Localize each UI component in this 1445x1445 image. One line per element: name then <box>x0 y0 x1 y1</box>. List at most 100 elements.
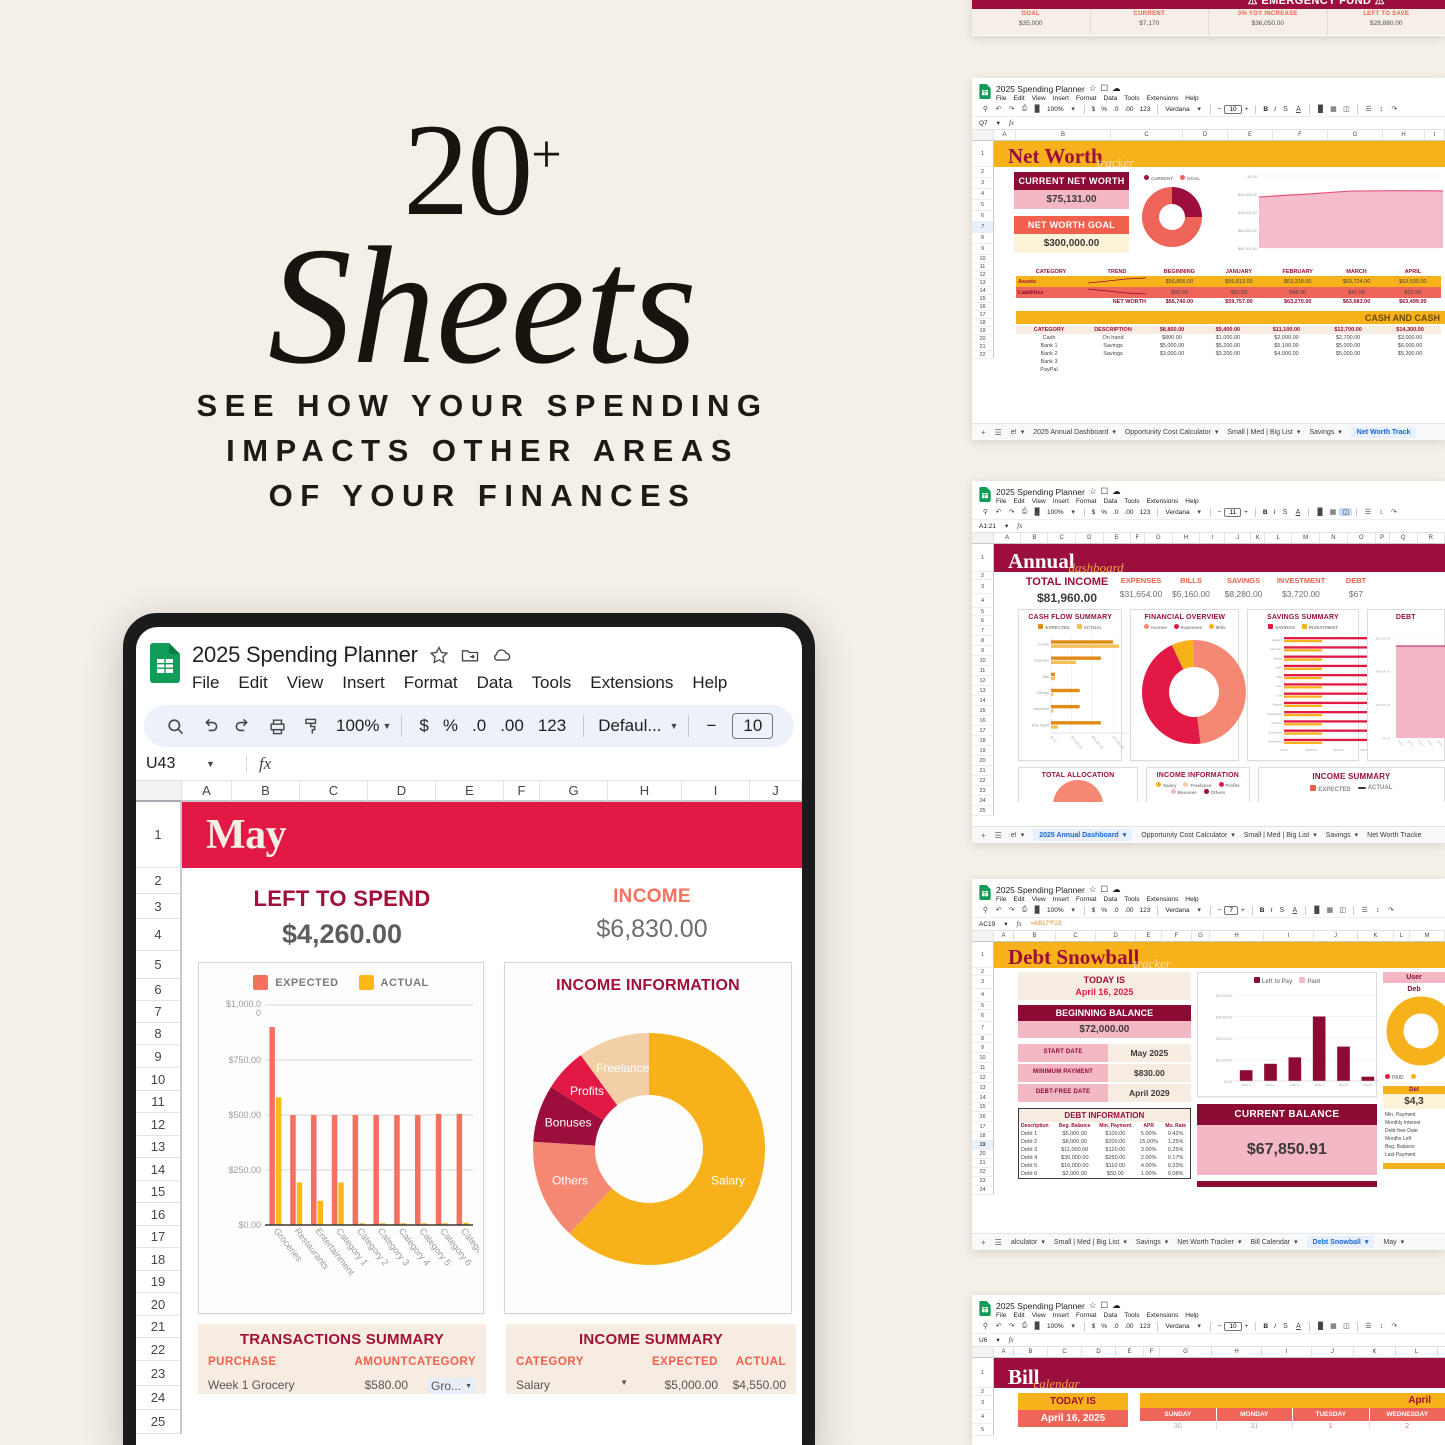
decrease-decimal-button[interactable]: .0 <box>1113 105 1119 113</box>
decrease-decimal-button[interactable]: .0 <box>1113 906 1119 914</box>
chevron-down-icon[interactable]: ▾ <box>1122 832 1127 839</box>
menu-data[interactable]: Data <box>1103 1312 1118 1319</box>
add-sheet-icon[interactable]: + <box>981 1237 986 1247</box>
name-box[interactable]: A1:21 <box>979 522 996 530</box>
row-header-9[interactable]: 9 <box>972 244 994 255</box>
row-header-8[interactable]: 8 <box>972 233 994 244</box>
column-header-a[interactable]: A <box>994 931 1014 942</box>
sheet-tab-0[interactable]: e! ▾ <box>1011 428 1024 437</box>
chevron-down-icon[interactable]: ▾ <box>1071 907 1075 914</box>
row-header-11[interactable]: 11 <box>972 1063 994 1073</box>
column-header-e[interactable]: E <box>1116 1347 1144 1358</box>
row-header-10[interactable]: 10 <box>972 255 994 263</box>
select-all-corner[interactable] <box>972 533 994 544</box>
decrease-decimal-button[interactable]: .0 <box>1113 1322 1119 1330</box>
row-header-16[interactable]: 16 <box>972 716 994 726</box>
row-header-21[interactable]: 21 <box>972 343 994 351</box>
column-header-c[interactable]: C <box>1048 533 1077 544</box>
percent-format-button[interactable]: % <box>1101 508 1108 516</box>
row-header-12[interactable]: 12 <box>972 1073 994 1083</box>
row-header-7[interactable]: 7 <box>972 222 994 233</box>
text-color-icon[interactable]: A <box>1292 906 1298 914</box>
undo-icon[interactable]: ↶ <box>995 509 1002 516</box>
row-header-22[interactable]: 22 <box>972 351 994 359</box>
row-header-4[interactable]: 4 <box>136 919 182 951</box>
row-header-19[interactable]: 19 <box>972 1141 994 1150</box>
font-size-input[interactable]: 11 <box>1224 507 1242 517</box>
menu-edit[interactable]: Edit <box>1013 498 1025 505</box>
chevron-down-icon[interactable]: ▼ <box>465 1382 472 1390</box>
row-header-3[interactable]: 3 <box>972 580 994 594</box>
decrease-decimal-button[interactable]: .0 <box>1113 508 1119 516</box>
name-box-chevron-down-icon[interactable]: ▾ <box>1005 523 1009 530</box>
row-header-2[interactable]: 2 <box>972 1388 994 1396</box>
increase-decimal-button[interactable]: .00 <box>1124 1322 1134 1330</box>
font-size-input[interactable]: 7 <box>1224 905 1238 915</box>
document-title[interactable]: 2025 Spending Planner <box>996 83 1085 94</box>
fill-color-icon[interactable]: █ <box>1317 105 1323 113</box>
zoom-level[interactable]: 100% <box>1047 1322 1064 1330</box>
cloud-saved-icon[interactable]: ☁ <box>1112 884 1121 894</box>
chevron-down-icon[interactable]: ▾ <box>1071 106 1075 113</box>
merge-cells-icon[interactable]: ◫ <box>1343 1323 1350 1330</box>
select-all-corner[interactable] <box>972 931 994 942</box>
cloud-saved-icon[interactable] <box>491 645 513 665</box>
row-header-15[interactable]: 15 <box>972 706 994 716</box>
row-header-1[interactable]: 1 <box>972 544 994 572</box>
card-income-summary[interactable]: INCOME SUMMARY EXPECTED ACTUAL <box>1257 767 1445 802</box>
row-header-6[interactable]: 6 <box>972 616 994 626</box>
column-header-e[interactable]: E <box>1136 931 1162 942</box>
print-icon[interactable]: ⎙ <box>1021 105 1028 112</box>
column-header-i[interactable]: I <box>1200 533 1226 544</box>
column-header-f[interactable]: F <box>1130 533 1145 544</box>
print-icon[interactable] <box>260 717 294 736</box>
column-header-b[interactable]: B <box>1021 533 1049 544</box>
zoom-level[interactable]: 100% <box>1047 508 1064 516</box>
bold-button[interactable]: B <box>1259 906 1265 914</box>
sheet-tab-annual-dashboard[interactable]: 2025 Annual Dashboard ▾ <box>1033 428 1116 437</box>
star-icon[interactable]: ☆ <box>1088 83 1097 93</box>
column-header-p[interactable]: P <box>1375 533 1390 544</box>
row-header-20[interactable]: 20 <box>136 1293 182 1316</box>
font-chevron-down-icon[interactable]: ▼ <box>669 721 679 731</box>
column-header-e[interactable]: E <box>1103 533 1131 544</box>
font-chevron-down-icon[interactable]: ▾ <box>1197 509 1201 516</box>
redo-icon[interactable]: ↷ <box>1008 106 1015 113</box>
chevron-down-icon[interactable]: ▾ <box>1237 1239 1242 1246</box>
menu-extensions[interactable]: Extensions <box>1146 1312 1179 1319</box>
menu-data[interactable]: Data <box>1103 498 1118 505</box>
search-icon[interactable]: ⚲ <box>982 1323 989 1330</box>
card-total-allocation[interactable]: TOTAL ALLOCATION <box>1018 767 1138 802</box>
text-wrap-icon[interactable]: ↷ <box>1387 907 1394 914</box>
row-header-13[interactable]: 13 <box>972 686 994 696</box>
column-header-i[interactable]: I <box>1425 130 1445 141</box>
row-header-2[interactable]: 2 <box>972 572 994 580</box>
row-header-13[interactable]: 13 <box>972 1083 994 1093</box>
redo-icon[interactable]: ↷ <box>1008 1323 1015 1330</box>
vertical-align-icon[interactable]: ↕ <box>1379 1322 1384 1330</box>
chevron-down-icon[interactable]: ▾ <box>1231 832 1235 839</box>
column-header-h[interactable]: H <box>1172 533 1201 544</box>
row-header-11[interactable]: 11 <box>972 263 994 271</box>
sheet-tab-opportunity-cost[interactable]: alculator ▾ <box>1011 1238 1045 1247</box>
menu-tools[interactable]: Tools <box>1124 1312 1140 1319</box>
merge-cells-icon[interactable]: ◫ <box>1339 508 1353 516</box>
menu-edit[interactable]: Edit <box>1013 896 1025 903</box>
column-header-g[interactable]: G <box>1160 1347 1212 1358</box>
font-family-select[interactable]: Verdana <box>1165 906 1190 914</box>
decrease-font-size-button[interactable]: − <box>1217 508 1222 516</box>
column-header-a[interactable]: A <box>994 533 1022 544</box>
column-header-b[interactable]: B <box>1014 931 1056 942</box>
column-header-j[interactable]: J <box>1225 533 1252 544</box>
percent-format-button[interactable]: % <box>442 716 458 735</box>
menu-view[interactable]: View <box>1031 896 1046 903</box>
currency-format-button[interactable]: $ <box>1091 508 1096 516</box>
chevron-down-icon[interactable]: ▾ <box>1041 1239 1045 1246</box>
card-income-information[interactable]: INCOME INFORMATION Salary Freelance Prof… <box>1146 767 1250 802</box>
move-to-folder-icon[interactable] <box>460 645 480 665</box>
italic-button[interactable]: I <box>1274 105 1276 113</box>
chevron-down-icon[interactable]: ▾ <box>1112 429 1116 436</box>
chevron-down-icon[interactable]: ▾ <box>1214 429 1219 436</box>
row-header-3[interactable]: 3 <box>136 894 182 919</box>
row-header-22[interactable]: 22 <box>972 1168 994 1177</box>
